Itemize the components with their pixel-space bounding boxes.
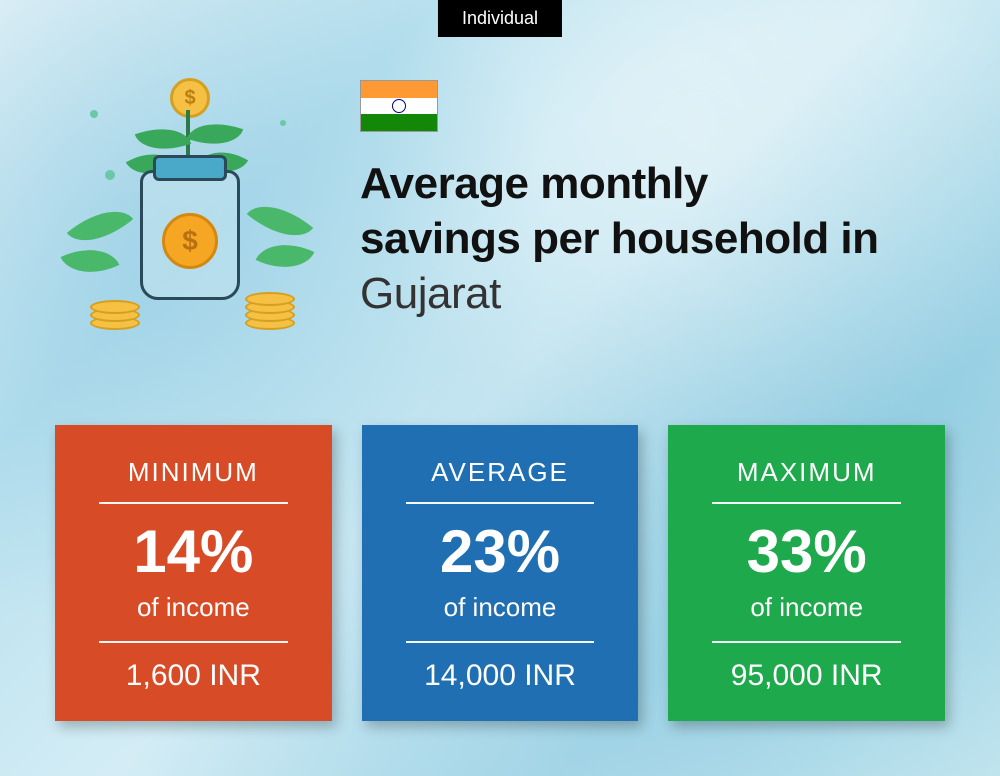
coin-icon: $	[170, 78, 210, 118]
sparkle-icon	[105, 170, 115, 180]
sparkle-icon	[90, 110, 98, 118]
flag-stripe	[361, 114, 437, 131]
flag-stripe	[361, 98, 437, 115]
chakra-icon	[392, 99, 406, 113]
leaf-icon	[187, 112, 244, 155]
coin-stack-icon	[90, 290, 140, 330]
title-line: Average monthly	[360, 159, 708, 208]
category-badge: Individual	[438, 0, 562, 37]
card-amount: 14,000 INR	[386, 659, 615, 693]
header-section: $ $ A	[60, 70, 940, 330]
divider	[712, 502, 901, 504]
stat-card-average: AVERAGE 23% of income 14,000 INR	[362, 425, 639, 721]
divider	[99, 502, 288, 504]
india-flag-icon	[360, 80, 438, 132]
sparkle-icon	[280, 120, 286, 126]
title-block: Average monthly savings per household in…	[360, 70, 940, 321]
leaf-icon	[256, 231, 315, 281]
card-percent: 14%	[79, 522, 308, 582]
title-region: Gujarat	[360, 269, 501, 318]
card-subtext: of income	[386, 592, 615, 623]
page-title: Average monthly savings per household in…	[360, 156, 940, 321]
leaf-icon	[67, 194, 134, 257]
divider	[406, 502, 595, 504]
card-percent: 23%	[386, 522, 615, 582]
card-label: MAXIMUM	[692, 457, 921, 488]
jar-icon: $	[140, 170, 240, 300]
divider	[712, 641, 901, 643]
leaf-icon	[61, 236, 120, 286]
card-amount: 95,000 INR	[692, 659, 921, 693]
stat-card-minimum: MINIMUM 14% of income 1,600 INR	[55, 425, 332, 721]
flag-stripe	[361, 81, 437, 98]
card-amount: 1,600 INR	[79, 659, 308, 693]
card-label: MINIMUM	[79, 457, 308, 488]
savings-jar-illustration: $ $	[60, 70, 320, 330]
card-label: AVERAGE	[386, 457, 615, 488]
stat-cards-row: MINIMUM 14% of income 1,600 INR AVERAGE …	[55, 425, 945, 721]
coin-stack-icon	[245, 290, 295, 330]
title-line: savings per household in	[360, 214, 879, 263]
stat-card-maximum: MAXIMUM 33% of income 95,000 INR	[668, 425, 945, 721]
coin-icon: $	[162, 213, 218, 269]
card-subtext: of income	[79, 592, 308, 623]
card-subtext: of income	[692, 592, 921, 623]
leaf-icon	[247, 189, 314, 252]
card-percent: 33%	[692, 522, 921, 582]
divider	[406, 641, 595, 643]
divider	[99, 641, 288, 643]
